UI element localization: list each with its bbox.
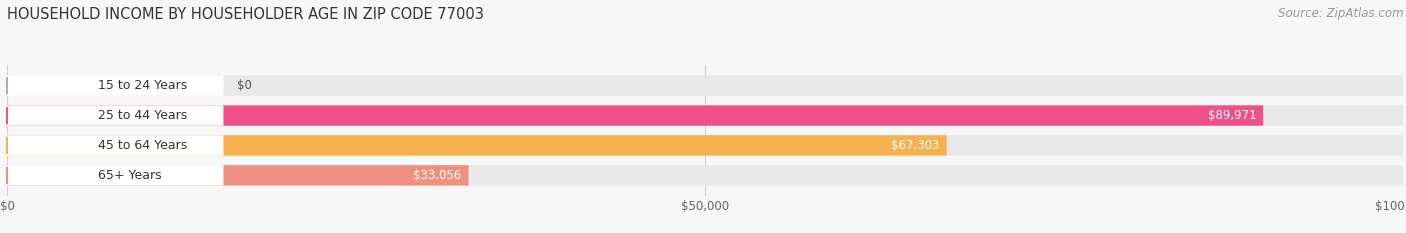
FancyBboxPatch shape [7, 165, 1403, 185]
Text: 65+ Years: 65+ Years [98, 169, 162, 182]
FancyBboxPatch shape [7, 135, 1403, 156]
Text: HOUSEHOLD INCOME BY HOUSEHOLDER AGE IN ZIP CODE 77003: HOUSEHOLD INCOME BY HOUSEHOLDER AGE IN Z… [7, 7, 484, 22]
Text: $0: $0 [238, 79, 252, 92]
Text: $33,056: $33,056 [413, 169, 461, 182]
Text: 15 to 24 Years: 15 to 24 Years [98, 79, 187, 92]
Text: Source: ZipAtlas.com: Source: ZipAtlas.com [1278, 7, 1403, 20]
FancyBboxPatch shape [7, 165, 468, 185]
Text: $67,303: $67,303 [891, 139, 939, 152]
FancyBboxPatch shape [7, 105, 1263, 126]
Text: $89,971: $89,971 [1208, 109, 1256, 122]
FancyBboxPatch shape [7, 75, 1403, 96]
FancyBboxPatch shape [7, 105, 1403, 126]
FancyBboxPatch shape [7, 75, 224, 96]
FancyBboxPatch shape [7, 165, 224, 185]
FancyBboxPatch shape [7, 105, 224, 126]
FancyBboxPatch shape [7, 135, 224, 156]
Text: 25 to 44 Years: 25 to 44 Years [98, 109, 187, 122]
FancyBboxPatch shape [7, 135, 946, 156]
Text: 45 to 64 Years: 45 to 64 Years [98, 139, 187, 152]
